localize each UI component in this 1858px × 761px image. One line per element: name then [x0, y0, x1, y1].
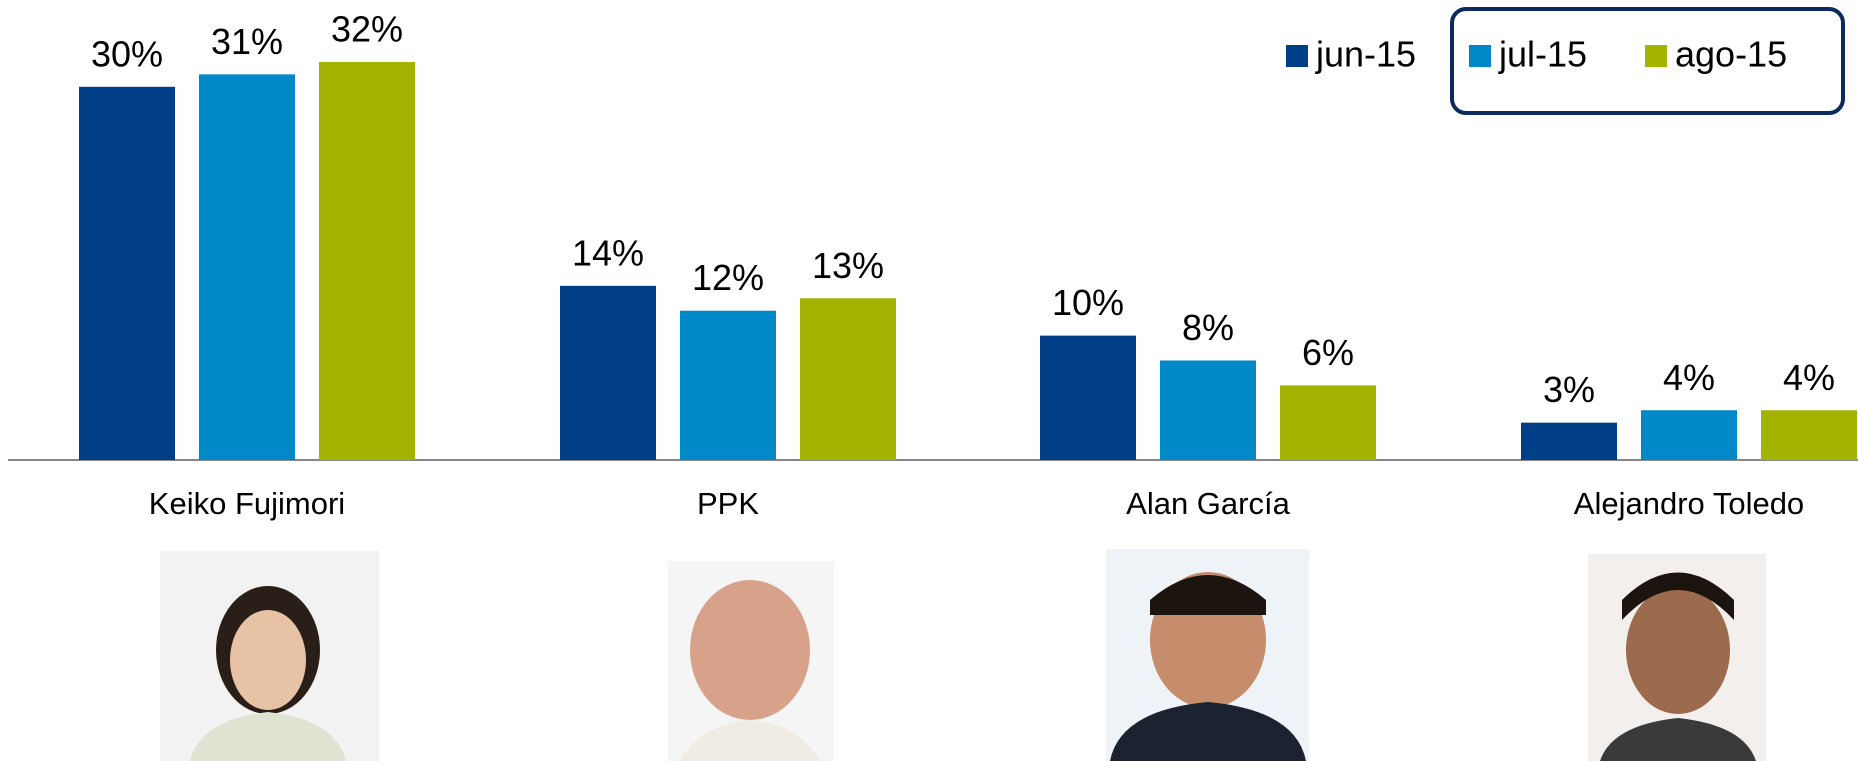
bar	[1521, 423, 1617, 460]
data-label: 14%	[572, 232, 644, 273]
bar	[1160, 360, 1256, 460]
data-label: 6%	[1302, 332, 1354, 373]
bar	[79, 87, 175, 460]
data-label: 12%	[692, 257, 764, 298]
bar	[1641, 410, 1737, 460]
legend-label: jul-15	[1498, 34, 1587, 75]
legend-swatch	[1286, 45, 1308, 67]
data-label: 32%	[331, 8, 403, 49]
photos	[160, 549, 1766, 761]
x-tick-label: Alejandro Toledo	[1574, 486, 1804, 521]
bar	[199, 74, 295, 460]
bar	[560, 286, 656, 460]
data-label: 10%	[1052, 282, 1124, 323]
bar	[1280, 385, 1376, 460]
data-label: 31%	[211, 21, 283, 62]
bar	[680, 311, 776, 460]
data-label: 3%	[1543, 369, 1595, 410]
bar	[1761, 410, 1857, 460]
data-label: 8%	[1182, 307, 1234, 348]
data-label: 4%	[1783, 357, 1835, 398]
x-tick-label: PPK	[697, 486, 759, 521]
photo	[668, 561, 834, 761]
legend-label: jun-15	[1315, 34, 1416, 75]
photo	[160, 551, 379, 761]
bar	[319, 62, 415, 460]
legend-swatch	[1469, 45, 1491, 67]
data-label: 4%	[1663, 357, 1715, 398]
photo	[1588, 554, 1766, 761]
photo	[1106, 549, 1309, 761]
data-label: 13%	[812, 245, 884, 286]
data-label: 30%	[91, 33, 163, 74]
x-tick-label: Keiko Fujimori	[149, 486, 345, 521]
legend-label: ago-15	[1675, 34, 1787, 75]
bar	[1040, 336, 1136, 460]
bar	[800, 298, 896, 460]
legend-swatch	[1645, 45, 1667, 67]
chart: Keiko Fujimori 30% 31% 32% PPK 14% 12% 13% Alan …	[0, 0, 1858, 761]
x-tick-label: Alan García	[1126, 486, 1290, 521]
